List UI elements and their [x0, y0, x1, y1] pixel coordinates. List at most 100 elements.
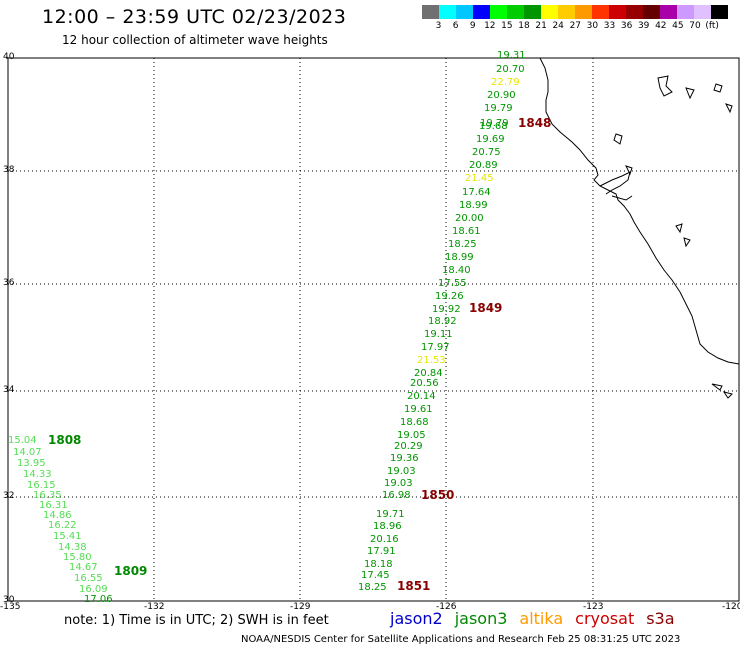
wave-height-label: 19.36: [390, 453, 419, 464]
pass-number-label: 1851: [397, 579, 431, 593]
wave-height-label: 18.18: [364, 559, 393, 570]
reservoir-8: [683, 237, 691, 248]
color-swatch: [422, 5, 439, 19]
longitude-label: -129: [290, 602, 311, 612]
wave-height-label: 18.68: [400, 417, 429, 428]
bay-inlet: [611, 195, 633, 201]
color-scale-label: 3: [435, 21, 442, 31]
page-subtitle: 12 hour collection of altimeter wave hei…: [62, 33, 328, 47]
map-frame: [7, 57, 740, 602]
wave-height-label: 16.98: [382, 490, 411, 501]
color-scale-label: 15: [501, 21, 513, 31]
wave-height-label: 20.16: [370, 534, 399, 545]
color-scale-label: (ft): [705, 21, 719, 31]
legend-jason3: jason3: [454, 609, 508, 628]
wave-height-label: 20.89: [469, 160, 498, 171]
color-scale-label: 12: [484, 21, 496, 31]
legend-jason2: jason2: [390, 609, 443, 628]
wave-height-label: 15.04: [8, 435, 37, 446]
satellite-legend: jason2 jason3 altika cryosat s3a: [390, 609, 675, 628]
longitude-label: -126: [436, 602, 457, 612]
pass-number-label: 1808: [48, 433, 82, 447]
wave-height-label: 17.45: [361, 570, 390, 581]
color-scale-label: 21: [535, 21, 547, 31]
wave-height-label: 18.25: [358, 582, 387, 593]
wave-height-label: 20.70: [496, 64, 525, 75]
wave-height-label: 18.99: [445, 252, 474, 263]
wave-height-label: 19.31: [497, 50, 526, 61]
wave-height-label: 14.07: [13, 447, 42, 458]
channel-island-2: [722, 391, 733, 399]
footnote: note: 1) Time is in UTC; 2) SWH is in fe…: [64, 613, 329, 628]
wave-height-label: 18.99: [459, 200, 488, 211]
color-swatch: [643, 5, 660, 19]
pass-number-label: 1848: [518, 116, 552, 130]
wave-height-label: 20.90: [487, 90, 516, 101]
wave-height-label: 19.79: [484, 103, 513, 114]
sf-bay: [599, 171, 631, 195]
color-scale-label: 30: [586, 21, 599, 31]
wave-height-label: 19.05: [397, 430, 426, 441]
latitude-label: 34: [3, 385, 15, 395]
wave-height-label: 18.25: [448, 239, 477, 250]
latitude-label: 32: [3, 491, 15, 501]
wave-height-label: 18.92: [428, 316, 457, 327]
color-scale-label: 45: [672, 21, 684, 31]
wave-height-label: 19.26: [435, 291, 464, 302]
channel-island-1: [711, 383, 723, 391]
wave-height-label: 17.91: [367, 546, 396, 557]
wave-height-label: 17.06: [84, 594, 113, 605]
wave-height-label: 20.75: [472, 147, 501, 158]
color-swatch: [592, 5, 609, 19]
color-swatch: [507, 5, 524, 19]
color-scale-label: 6: [452, 21, 459, 31]
coastline: [539, 57, 740, 399]
wave-height-label: 14.33: [23, 469, 52, 480]
color-swatch: [694, 5, 711, 19]
reservoir-4: [725, 103, 733, 114]
pass-number-label: 1809: [114, 564, 148, 578]
wave-height-label: 18.96: [373, 521, 402, 532]
page-title: 12:00 – 23:59 UTC 02/23/2023: [42, 6, 347, 28]
color-scale-label: 70: [689, 21, 701, 31]
color-scale: [422, 5, 728, 19]
reservoir-7: [675, 223, 683, 234]
wave-height-label: 17.64: [462, 187, 491, 198]
wave-height-label: 20.29: [394, 441, 423, 452]
wave-height-label: 20.56: [410, 378, 439, 389]
color-scale-label: 24: [552, 21, 564, 31]
wave-height-label: 16.09: [79, 584, 108, 595]
color-swatch: [558, 5, 575, 19]
color-scale-label: 42: [655, 21, 667, 31]
longitude-label: -123: [583, 602, 604, 612]
color-scale-label: 18: [518, 21, 530, 31]
wave-height-label: 17.55: [438, 278, 467, 289]
reservoir-5: [613, 133, 623, 145]
reservoir-3: [713, 83, 723, 93]
latitude-label: 40: [3, 52, 15, 62]
grid-lines: [8, 58, 739, 601]
latitude-label: 38: [3, 165, 15, 175]
color-swatch: [626, 5, 643, 19]
wave-height-label: 19.03: [384, 478, 413, 489]
wave-height-label: 16.22: [48, 520, 77, 531]
reservoir-6: [625, 165, 633, 176]
color-swatch: [456, 5, 473, 19]
wave-height-label: 14.86: [43, 510, 72, 521]
color-scale-label: 39: [637, 21, 650, 31]
wave-height-label: 18.40: [442, 265, 471, 276]
wave-height-label: 19.69: [476, 134, 505, 145]
wave-height-label: 16.15: [27, 480, 56, 491]
wave-height-label: 14.38: [58, 542, 87, 553]
color-swatch: [439, 5, 456, 19]
wave-height-label: 15.80: [63, 552, 92, 563]
color-swatch: [609, 5, 626, 19]
pass-number-label: 1849: [469, 301, 503, 315]
california-coast: [539, 57, 740, 365]
longitude-label: -132: [144, 602, 165, 612]
wave-height-label: 19.79: [480, 118, 509, 129]
color-scale-label: 9: [469, 21, 476, 31]
color-scale-label: 33: [603, 21, 616, 31]
wave-height-label: 16.35: [33, 490, 62, 501]
legend-altika: altika: [519, 609, 564, 628]
